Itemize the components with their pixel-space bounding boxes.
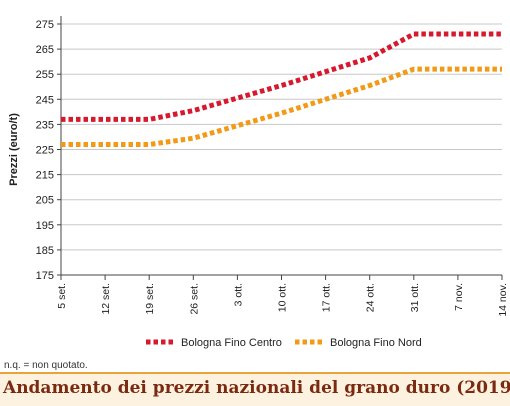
x-tick-label: 26 set. xyxy=(188,283,200,315)
y-tick-label: 235 xyxy=(36,119,54,131)
y-tick-label: 195 xyxy=(36,220,54,232)
y-tick-label: 265 xyxy=(36,44,54,56)
x-tick-label: 7 nov. xyxy=(453,283,465,311)
chart-title: Andamento dei prezzi nazionali del grano… xyxy=(3,378,510,398)
x-tick-label: 14 nov. xyxy=(497,283,509,317)
y-tick-label: 215 xyxy=(36,170,54,182)
x-tick-label: 17 ott. xyxy=(321,283,333,312)
y-tick-label: 185 xyxy=(36,245,54,257)
footnote: n.q. = non quotato. xyxy=(4,360,88,371)
y-axis-label: Prezzi (euro/t) xyxy=(8,113,20,186)
x-tick-label: 19 set. xyxy=(144,283,156,315)
chart-area: 175 185 195 205 215 225 235 245 255 265 275 5 set. 1… xyxy=(8,16,509,349)
x-tick-label: 12 set. xyxy=(100,283,112,315)
y-tick-label: 205 xyxy=(36,195,54,207)
y-tick-label: 175 xyxy=(36,270,54,282)
x-tick-label: 31 ott. xyxy=(409,283,421,312)
y-tick-label: 225 xyxy=(36,145,54,157)
y-tick-label: 255 xyxy=(36,69,54,81)
y-tick-label: 275 xyxy=(36,19,54,31)
caption-bar: Andamento dei prezzi nazionali del grano… xyxy=(0,372,510,406)
series-line-nord xyxy=(61,66,502,147)
legend-label: Bologna Fino Centro xyxy=(181,337,282,349)
y-tick-label: 245 xyxy=(36,94,54,106)
line-chart: 175 185 195 205 215 225 235 245 255 265 275 5 set. 1… xyxy=(8,16,509,349)
legend-label: Bologna Fino Nord xyxy=(330,337,422,349)
series-line-centro xyxy=(61,31,502,122)
x-tick-label: 3 ott. xyxy=(232,283,244,306)
x-tick-label: 10 ott. xyxy=(277,283,289,312)
x-tick-label: 24 ott. xyxy=(365,283,377,312)
x-tick-label: 5 set. xyxy=(56,283,68,309)
